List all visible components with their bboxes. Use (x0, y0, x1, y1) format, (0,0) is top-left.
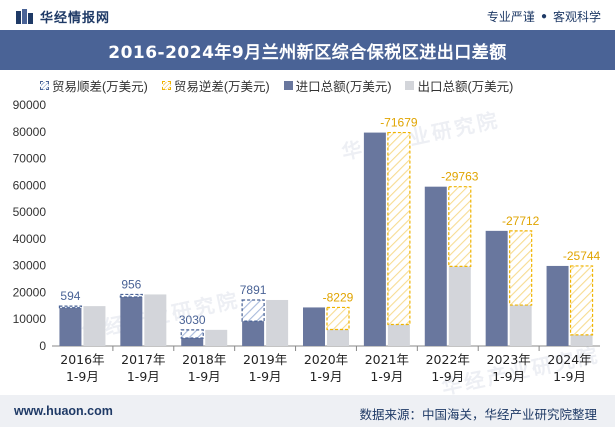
x-tick-label: 1-9月 (188, 369, 221, 384)
x-tick-label: 2017年 (121, 352, 165, 367)
x-tick-label: 2016年 (60, 352, 104, 367)
import-bar (303, 307, 325, 346)
title-bar: 2016-2024年9月兰州新区综合保税区进出口差额 (0, 30, 615, 70)
export-bar (509, 305, 532, 346)
x-tick-label: 2024年 (547, 352, 591, 367)
footer-source: 数据来源：中国海关，华经产业研究院整理 (359, 408, 597, 422)
export-bar (327, 329, 349, 346)
tagline-right: 客观科学 (552, 10, 601, 24)
legend-swatch-surplus (40, 81, 49, 90)
balance-data-label: -8229 (323, 290, 354, 304)
x-tick-label: 1-9月 (127, 369, 160, 384)
x-tick-label: 2022年 (426, 352, 470, 367)
balance-data-label: -25744 (563, 249, 601, 263)
deficit-bar (387, 131, 411, 326)
x-tick-label: 1-9月 (370, 369, 403, 384)
x-tick-label: 1-9月 (431, 369, 464, 384)
deficit-bar (509, 230, 533, 306)
y-tick-label: 20000 (13, 285, 47, 299)
y-tick-label: 90000 (13, 98, 47, 112)
x-tick-label: 1-9月 (66, 369, 99, 384)
footer: www.huaon.com 数据来源：中国海关，华经产业研究院整理 (0, 395, 615, 427)
legend-item-deficit: 贸易逆差(万美元) (161, 76, 270, 95)
legend-label-surplus: 贸易顺差(万美元) (52, 80, 148, 94)
import-bar (59, 307, 82, 346)
import-bar (485, 230, 508, 346)
x-axis: 2016年 1-9月 2017年 1-9月 2018年 1-9月 2019年 1-9月 2020… (52, 345, 600, 384)
export-bar (266, 299, 289, 346)
import-bar (363, 132, 386, 346)
balance-data-label: 956 (121, 277, 141, 291)
surplus-bar (241, 299, 265, 322)
bar-chart: 0 10000 20000 30000 40000 50000 60000 70000 8000… (13, 98, 601, 384)
legend-item-import: 进口总额(万美元) (283, 76, 392, 95)
legend-item-surplus: 贸易顺差(万美元) (40, 76, 148, 95)
balance-data-label: -71679 (380, 116, 418, 130)
y-tick-label: 30000 (13, 259, 47, 273)
y-tick-label: 60000 (13, 178, 47, 192)
brand: 华经情报网 (16, 7, 110, 26)
legend-swatch-export (405, 81, 415, 90)
surplus-bar (119, 293, 143, 298)
footer-url[interactable]: www.huaon.com (14, 404, 113, 418)
deficit-bar (326, 306, 350, 331)
import-bar (181, 337, 204, 346)
tagline-left: 专业严谨 (486, 10, 535, 24)
surplus-bar (180, 329, 204, 339)
legend-swatch-import (283, 81, 293, 90)
balance-data-label: 594 (60, 289, 80, 303)
x-tick-label: 1-9月 (310, 369, 343, 384)
export-bar (570, 334, 593, 346)
x-tick-label: 2018年 (182, 352, 226, 367)
surplus-bar (58, 305, 83, 309)
import-bar (424, 186, 447, 346)
legend: 贸易顺差(万美元) 贸易逆差(万美元) 进口总额(万美元) 出口总额(万美元) (40, 76, 513, 95)
balance-data-label: -27712 (502, 214, 540, 228)
y-tick-label: 10000 (13, 312, 47, 326)
legend-label-import: 进口总额(万美元) (295, 80, 392, 94)
brand-logo-icon (16, 8, 33, 24)
import-bar (546, 265, 569, 346)
x-tick-label: 2021年 (365, 352, 409, 367)
legend-swatch-deficit (161, 81, 171, 90)
export-bar (387, 324, 410, 346)
export-bar (205, 329, 228, 346)
y-axis: 0 10000 20000 30000 40000 50000 60000 70000 8000… (13, 98, 47, 353)
legend-label-export: 出口总额(万美元) (417, 80, 514, 94)
y-tick-label: 0 (39, 339, 46, 353)
top-bar: 华经情报网 专业严谨 ● 客观科学 (0, 0, 615, 30)
balance-data-label: 3030 (179, 313, 206, 327)
x-tick-label: 2023年 (487, 352, 531, 367)
export-bar (83, 306, 106, 346)
y-tick-label: 70000 (13, 152, 47, 166)
export-bar (448, 266, 471, 346)
export-bar (144, 294, 167, 346)
import-bar (242, 321, 265, 346)
x-tick-label: 1-9月 (249, 369, 282, 384)
deficit-bar (448, 186, 472, 267)
balance-data-label: 7891 (240, 283, 267, 297)
bars: 594 956 3030 7891 -8229 -71679 -29763 -27712 -25… (58, 116, 601, 346)
y-tick-label: 40000 (13, 232, 47, 246)
y-tick-label: 50000 (13, 205, 47, 219)
legend-item-export: 出口总额(万美元) (405, 76, 513, 95)
import-bar (120, 296, 143, 346)
x-tick-label: 1-9月 (492, 369, 525, 384)
y-tick-label: 80000 (13, 125, 47, 139)
x-tick-label: 2019年 (243, 352, 287, 367)
brand-name: 华经情报网 (40, 10, 111, 25)
tagline: 专业严谨 ● 客观科学 (487, 8, 601, 25)
x-tick-label: 1-9月 (553, 369, 586, 384)
deficit-bar (569, 265, 594, 336)
balance-data-label: -29763 (441, 170, 479, 184)
chart-title: 2016-2024年9月兰州新区综合保税区进出口差额 (108, 42, 507, 63)
bullet-icon: ● (540, 11, 547, 22)
x-tick-label: 2020年 (304, 352, 348, 367)
legend-label-deficit: 贸易逆差(万美元) (173, 80, 270, 94)
